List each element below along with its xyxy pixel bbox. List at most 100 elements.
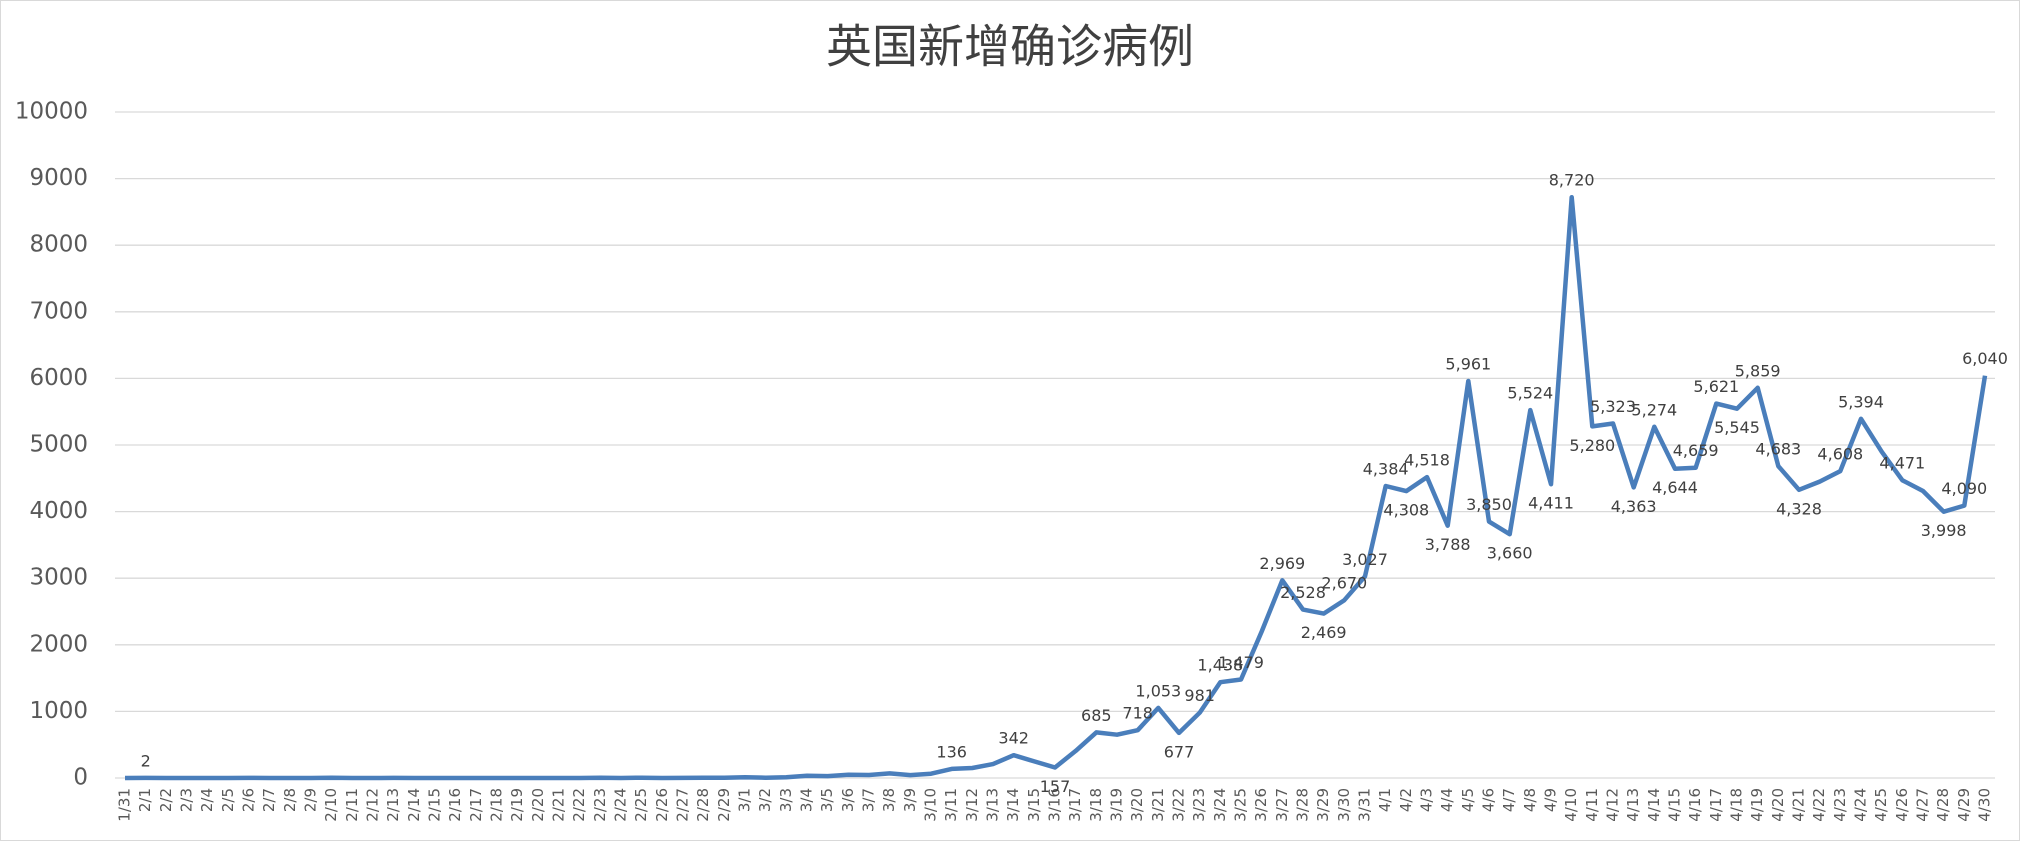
x-tick-label: 2/16 <box>446 788 464 822</box>
x-tick-label: 3/31 <box>1356 788 1374 822</box>
data-label: 3,788 <box>1425 535 1471 554</box>
data-label: 4,411 <box>1528 494 1574 513</box>
x-tick-label: 2/1 <box>136 788 154 812</box>
x-tick-label: 2/9 <box>302 788 320 812</box>
x-tick-label: 4/22 <box>1810 788 1828 822</box>
data-label: 1,438 <box>1197 656 1243 675</box>
x-tick-label: 2/15 <box>426 788 444 822</box>
x-tick-label: 3/22 <box>1170 788 1188 822</box>
x-tick-label: 4/4 <box>1438 788 1456 812</box>
data-label: 3,850 <box>1466 495 1512 514</box>
data-label: 5,274 <box>1631 400 1677 419</box>
x-tick-label: 3/13 <box>984 788 1002 822</box>
x-tick-label: 3/6 <box>839 788 857 812</box>
chart-title: 英国新增确诊病例 <box>826 20 1194 74</box>
data-label: 718 <box>1122 704 1153 723</box>
x-tick-label: 3/14 <box>1004 788 1022 822</box>
data-label: 5,545 <box>1714 418 1760 437</box>
data-label: 2,969 <box>1259 554 1305 573</box>
x-tick-label: 2/19 <box>508 788 526 822</box>
x-tick-label: 4/27 <box>1914 788 1932 822</box>
x-tick-label: 3/21 <box>1149 788 1167 822</box>
x-tick-label: 3/29 <box>1314 788 1332 822</box>
y-tick-label: 7000 <box>29 298 88 324</box>
x-tick-label: 2/3 <box>178 788 196 812</box>
x-tick-label: 2/8 <box>281 788 299 812</box>
x-tick-label: 2/27 <box>674 788 692 822</box>
x-tick-label: 4/29 <box>1955 788 1973 822</box>
x-tick-label: 4/19 <box>1748 788 1766 822</box>
x-tick-label: 2/13 <box>384 788 402 822</box>
data-label: 6,040 <box>1962 349 2008 368</box>
data-label: 1,053 <box>1135 681 1181 700</box>
data-label: 3,027 <box>1342 550 1388 569</box>
x-tick-label: 4/17 <box>1707 788 1725 822</box>
data-label: 4,608 <box>1817 445 1863 464</box>
x-tick-label: 3/12 <box>963 788 981 822</box>
data-label: 4,471 <box>1879 454 1925 473</box>
x-tick-label: 2/2 <box>157 788 175 812</box>
y-tick-label: 2000 <box>29 631 88 657</box>
data-label: 5,859 <box>1735 361 1781 380</box>
x-tick-label: 2/26 <box>653 788 671 822</box>
x-tick-label: 2/10 <box>322 788 340 822</box>
data-label: 4,659 <box>1673 441 1719 460</box>
x-tick-label: 4/7 <box>1500 788 1518 812</box>
x-tick-label: 3/19 <box>1108 788 1126 822</box>
y-tick-label: 8000 <box>29 232 88 258</box>
x-tick-label: 4/1 <box>1376 788 1394 812</box>
x-tick-label: 4/2 <box>1397 788 1415 812</box>
x-tick-label: 4/15 <box>1666 788 1684 822</box>
line-series <box>124 194 1988 781</box>
x-tick-label: 2/24 <box>612 788 630 822</box>
x-tick-label: 4/16 <box>1686 788 1704 822</box>
x-tick-label: 3/8 <box>880 788 898 812</box>
data-label: 4,090 <box>1941 479 1987 498</box>
x-tick-label: 4/13 <box>1624 788 1642 822</box>
x-tick-label: 4/10 <box>1562 788 1580 822</box>
data-label: 5,961 <box>1445 354 1491 373</box>
x-tick-label: 3/1 <box>736 788 754 812</box>
data-label: 5,621 <box>1693 377 1739 396</box>
data-label: 4,384 <box>1363 460 1409 479</box>
x-tick-label: 3/16 <box>1046 788 1064 822</box>
x-tick-label: 2/25 <box>632 788 650 822</box>
y-tick-label: 5000 <box>29 432 88 458</box>
x-tick-label: 2/5 <box>219 788 237 812</box>
x-tick-label: 2/23 <box>591 788 609 822</box>
x-tick-label: 4/3 <box>1418 788 1436 812</box>
data-label: 4,683 <box>1755 440 1801 459</box>
y-tick-label: 9000 <box>29 165 88 191</box>
x-tick-label: 4/6 <box>1480 788 1498 812</box>
y-tick-label: 10000 <box>15 99 88 125</box>
data-label: 1,479 <box>1218 653 1264 672</box>
x-tick-label: 3/20 <box>1128 788 1146 822</box>
data-label: 5,524 <box>1507 384 1553 403</box>
x-tick-label: 4/20 <box>1769 788 1787 822</box>
x-tick-label: 2/22 <box>570 788 588 822</box>
data-label: 4,363 <box>1611 497 1657 516</box>
data-label: 4,308 <box>1383 501 1429 520</box>
x-tick-label: 4/26 <box>1893 788 1911 822</box>
x-tick-label: 2/28 <box>694 788 712 822</box>
x-tick-label: 4/12 <box>1604 788 1622 822</box>
x-tick-label: 3/7 <box>860 788 878 812</box>
x-tick-label: 4/5 <box>1459 788 1477 812</box>
x-tick-label: 3/3 <box>777 788 795 812</box>
data-label: 2 <box>141 751 151 770</box>
x-tick-label: 2/17 <box>467 788 485 822</box>
x-tick-label: 3/23 <box>1190 788 1208 822</box>
x-tick-label: 2/11 <box>343 788 361 822</box>
x-tick-label: 2/6 <box>240 788 258 812</box>
x-tick-label: 3/18 <box>1087 788 1105 822</box>
x-tick-label: 3/28 <box>1294 788 1312 822</box>
data-label: 4,518 <box>1404 451 1450 470</box>
data-label: 136 <box>936 742 967 761</box>
x-tick-label: 3/15 <box>1025 788 1043 822</box>
x-tick-label: 3/5 <box>818 788 836 812</box>
x-tick-label: 3/11 <box>942 788 960 822</box>
data-label: 4,328 <box>1776 499 1822 518</box>
x-tick-label: 3/10 <box>922 788 940 822</box>
y-tick-label: 4000 <box>29 498 88 524</box>
y-tick-label: 6000 <box>29 365 88 391</box>
